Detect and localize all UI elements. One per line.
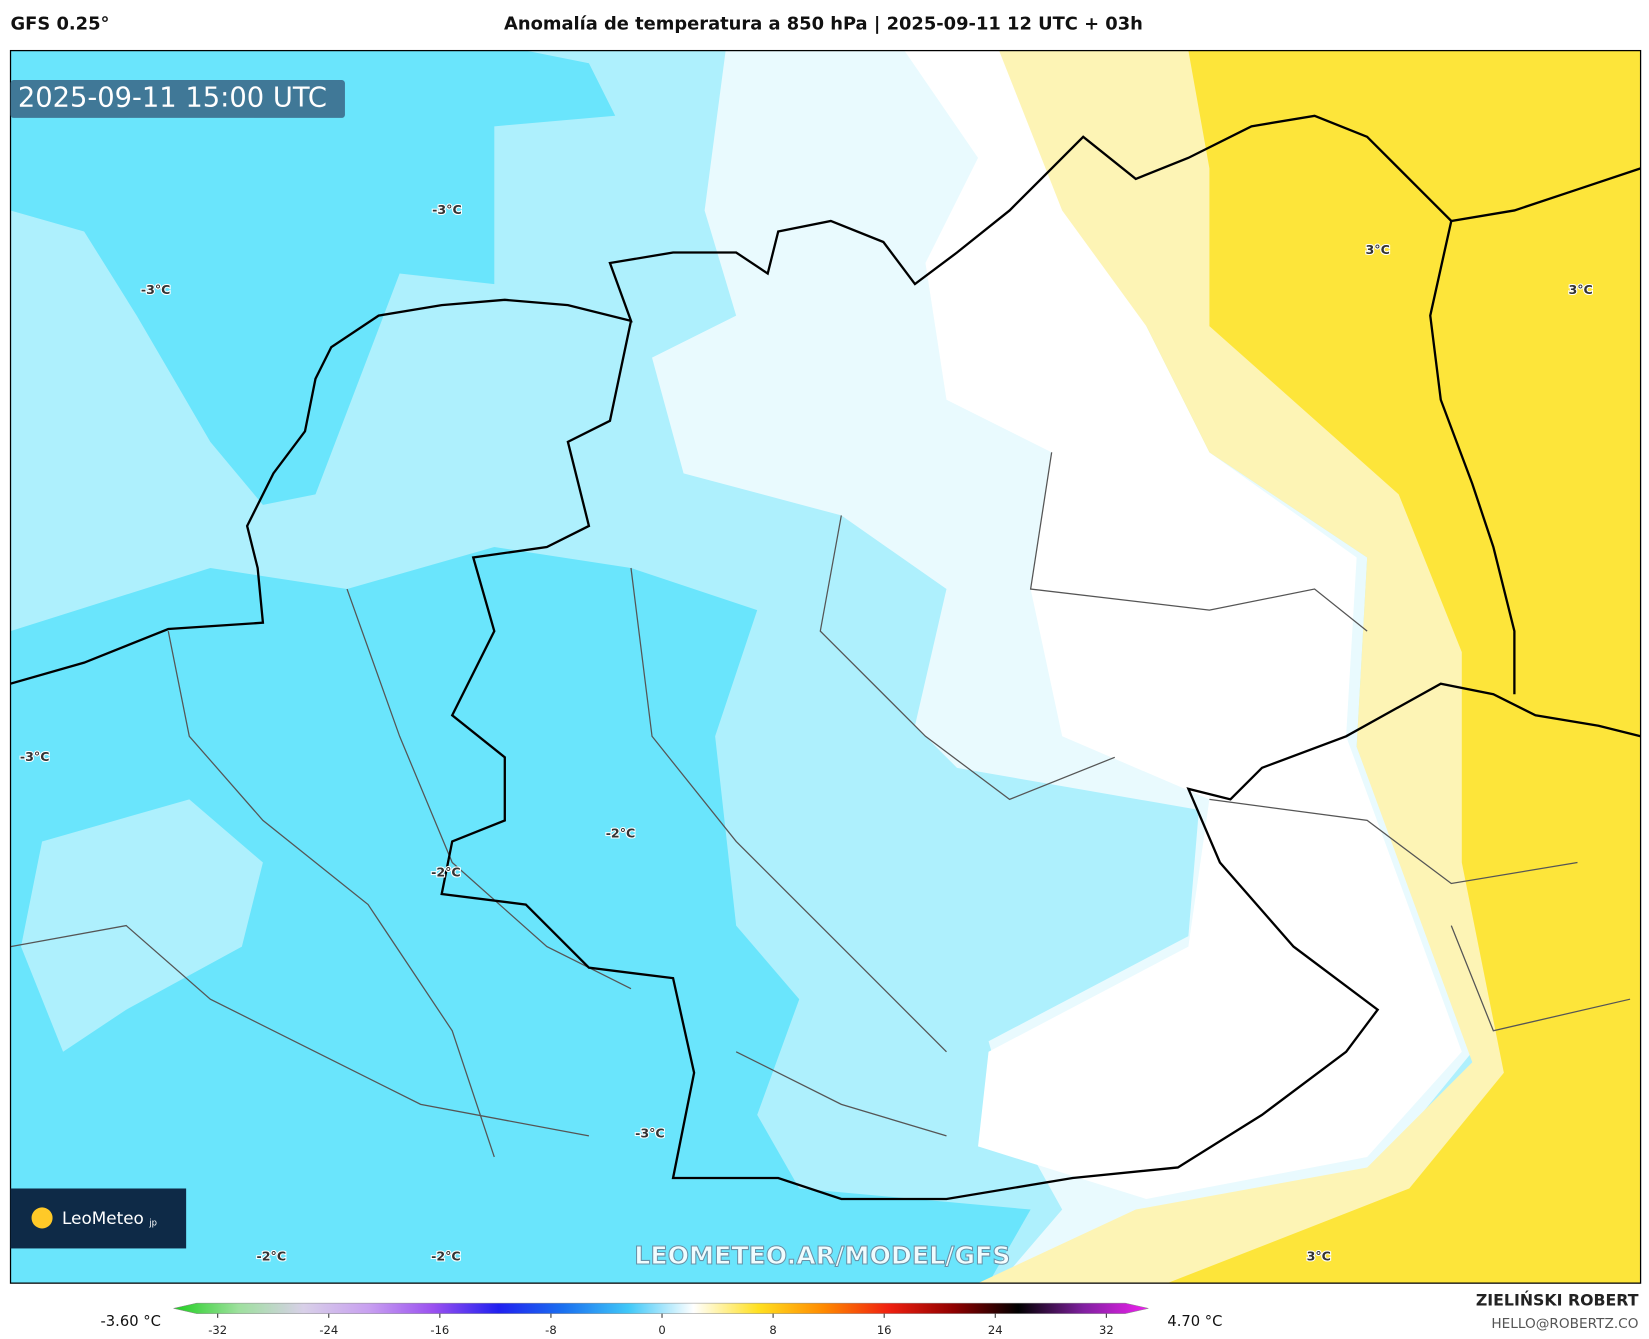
- field-warm-zone: [1167, 50, 1641, 1284]
- map-area: LEOMETEO.AR/MODEL/GFS -3°C -3°C 3°C 3°C -3°C…: [10, 50, 1641, 1284]
- colorbar-tick-label: 8: [769, 1323, 776, 1337]
- field-cold-zone: [10, 50, 616, 505]
- colorbar-max-label: 4.70 °C: [1167, 1313, 1222, 1330]
- admin-border: [10, 452, 1631, 1158]
- contour-label: 3°C: [1307, 1248, 1331, 1263]
- contour-label: 3°C: [1366, 242, 1390, 257]
- colorbar-tick-label: 24: [988, 1323, 1003, 1337]
- colorbar-tick-label: 32: [1099, 1323, 1114, 1337]
- valid-time-box: [10, 80, 345, 118]
- colorbar-min-label: -3.60 °C: [100, 1313, 160, 1330]
- coastline: [10, 114, 1641, 685]
- contour-label: -3°C: [635, 1125, 665, 1140]
- contour-label: -3°C: [20, 749, 50, 764]
- contour-label: -2°C: [431, 864, 461, 879]
- author: ZIELIŃSKI ROBERT: [1476, 1291, 1639, 1310]
- contour-label: -2°C: [606, 826, 636, 841]
- contour-label: -3°C: [141, 282, 171, 297]
- colorbar-tick-label: -16: [430, 1323, 449, 1337]
- colorbar-tick-label: 16: [877, 1323, 892, 1337]
- logo-suffix: jp: [148, 1218, 157, 1228]
- watermark: LEOMETEO.AR/MODEL/GFS: [634, 1241, 1010, 1270]
- field-neutral-zone: [904, 50, 1462, 1200]
- map-frame: [9, 49, 1642, 1284]
- model-label: GFS 0.25°: [11, 13, 110, 34]
- colorbar: -32 -24 -16 -8 0 8 16 24 32: [173, 1302, 1149, 1337]
- colorbar-tick-label: 0: [658, 1323, 665, 1337]
- colorbar-fill: [173, 1302, 1149, 1314]
- contour-label: -3°C: [432, 202, 462, 217]
- logo-name: LeoMeteo: [62, 1208, 144, 1228]
- field-mild-zone: [21, 799, 263, 1052]
- contour-label: -2°C: [257, 1248, 287, 1263]
- email: HELLO@ROBERTZ.CO: [1491, 1316, 1638, 1332]
- logo-sun: [31, 1207, 53, 1229]
- field-cold-zone: [10, 546, 1031, 1284]
- contour-label: -2°C: [431, 1248, 461, 1263]
- map-title: Anomalía de temperatura a 850 hPa | 2025…: [504, 13, 1143, 34]
- colorbar-tick-label: -24: [319, 1323, 338, 1337]
- national-border: [440, 220, 1641, 1201]
- colorbar-tick-label: -8: [545, 1323, 557, 1337]
- contour-label: 3°C: [1568, 282, 1592, 297]
- valid-time: 2025-09-11 15:00 UTC: [18, 82, 327, 113]
- colorbar-tick-label: -32: [208, 1323, 227, 1337]
